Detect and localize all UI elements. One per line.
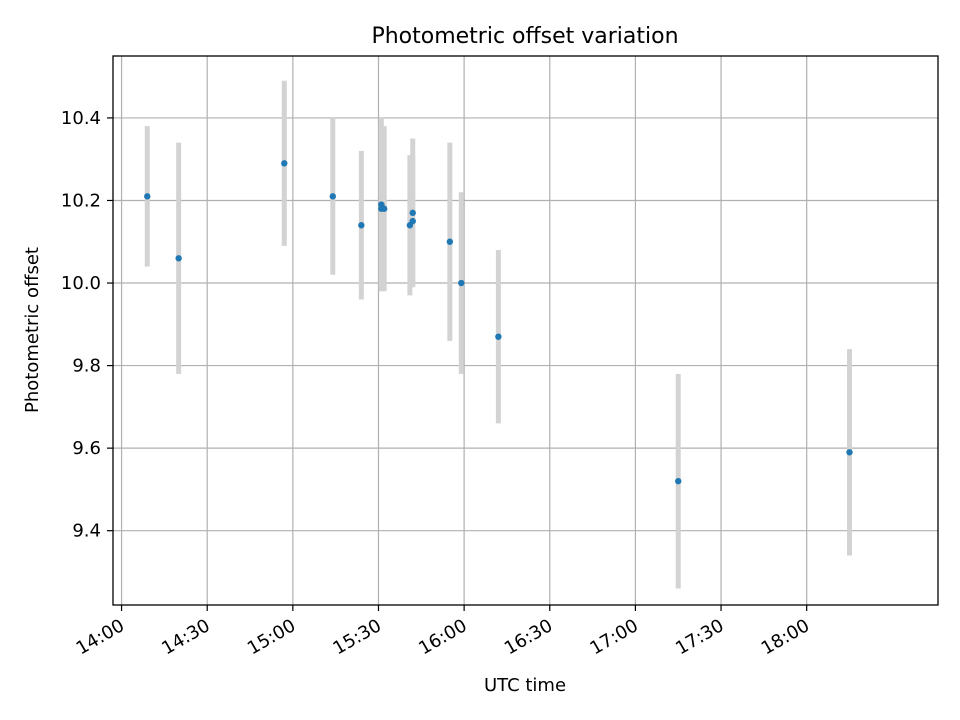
grid [113, 56, 938, 605]
x-axis-label: UTC time [484, 675, 566, 696]
data-point [175, 255, 182, 262]
x-tick-label: 17:00 [586, 615, 641, 659]
x-tick-label: 15:30 [330, 615, 385, 659]
data-point [495, 333, 502, 340]
chart-title: Photometric offset variation [371, 24, 678, 49]
x-tick-label: 17:30 [672, 615, 727, 659]
x-tick-label: 16:00 [415, 615, 470, 659]
data-point [358, 222, 365, 229]
x-tick-label: 18:00 [758, 615, 813, 659]
x-tick-label: 15:00 [244, 615, 299, 659]
x-tick-label: 14:30 [158, 615, 213, 659]
y-tick-label: 10.4 [61, 108, 101, 129]
y-tick-label: 9.4 [72, 521, 101, 542]
data-point [329, 193, 337, 200]
data-point [409, 209, 416, 217]
plot-frame [112, 55, 939, 606]
y-tick-label: 10.0 [61, 273, 101, 294]
data-point [458, 279, 465, 287]
x-axis: 14:00 14:30 15:00 15:30 16:00 16:30 17:00 17:30… [73, 605, 813, 659]
y-axis: 9.4 9.6 9.8 10.0 10.2 10.4 [61, 108, 113, 542]
data-point [144, 193, 151, 200]
y-tick-label: 9.8 [72, 356, 101, 377]
data-point [446, 238, 454, 245]
x-tick-label: 16:30 [501, 615, 556, 659]
x-tick-label: 14:00 [73, 615, 128, 659]
data-point [380, 205, 388, 212]
y-tick-label: 10.2 [61, 190, 101, 211]
y-axis-label: Photometric offset [22, 247, 43, 413]
data-point [675, 477, 682, 485]
data-points [144, 160, 853, 485]
data-point [281, 160, 288, 167]
data-point [846, 449, 853, 456]
data-point [409, 217, 416, 225]
y-tick-label: 9.6 [72, 438, 101, 459]
